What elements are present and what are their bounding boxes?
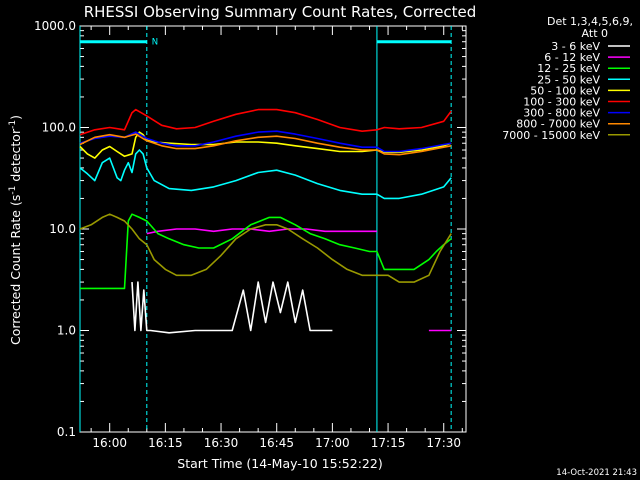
y-tick-label: 100.0 (42, 121, 76, 135)
legend-label-5: 100 - 300 keV (523, 96, 600, 109)
legend-header-line2: Att 0 (582, 27, 608, 40)
x-tick-label: 16:30 (204, 436, 239, 450)
night-bar-label: N (152, 38, 158, 48)
x-tick-label: 16:45 (259, 436, 294, 450)
plot-area: 1000.0 100.0 10.0 1.0 0.1 16:00 16:15 16:30 16:4… (34, 19, 467, 450)
series-line-2 (80, 213, 452, 290)
legend-label-8: 7000 - 15000 keV (502, 129, 600, 142)
series-line-7 (79, 133, 452, 156)
series-line-6 (79, 130, 452, 153)
timestamp: 14-Oct-2021 21:43 (556, 468, 637, 478)
series-line-0 (131, 281, 333, 334)
x-tick-label: 16:15 (148, 436, 183, 450)
y-tick-label: 0.1 (57, 425, 76, 439)
legend-header-line1: Det 1,3,4,5,6,9, (547, 15, 633, 28)
series-line-1 (146, 228, 452, 332)
legend-label-4: 50 - 100 keV (530, 84, 600, 97)
legend-label-6: 300 - 800 keV (523, 107, 600, 120)
plot-frame (79, 25, 467, 433)
y-axis-label: Corrected Count Rate (s-1 detector-1) (8, 115, 23, 345)
x-tick-label: 17:15 (371, 436, 406, 450)
y-tick-label: 1.0 (57, 324, 76, 338)
x-tick-label: 16:00 (92, 436, 127, 450)
y-tick-label: 1000.0 (34, 19, 76, 33)
series-line-5 (79, 108, 452, 136)
legend-label-1: 6 - 12 keV (544, 51, 600, 64)
legend-label-2: 12 - 25 keV (537, 62, 600, 75)
x-tick-label: 17:30 (426, 436, 461, 450)
series-line-3 (79, 149, 452, 200)
x-tick-label: 17:00 (315, 436, 350, 450)
series-line-8 (79, 213, 452, 283)
legend-label-3: 25 - 50 keV (537, 73, 600, 86)
legend-label-7: 800 - 7000 keV (516, 118, 600, 131)
y-tick-label: 10.0 (49, 222, 76, 236)
chart-title: RHESSI Observing Summary Count Rates, Co… (84, 3, 477, 21)
x-axis-label: Start Time (14-May-10 15:52:22) (177, 456, 382, 471)
legend-label-0: 3 - 6 keV (551, 40, 600, 53)
